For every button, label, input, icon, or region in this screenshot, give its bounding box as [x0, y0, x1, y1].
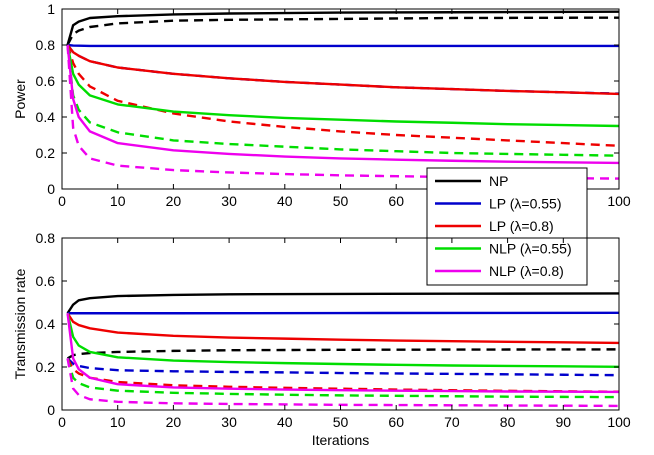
x-tick-label: 0 [58, 414, 66, 430]
x-tick-label: 30 [221, 414, 237, 430]
y-axis-title: Power [12, 79, 28, 119]
series-line-1 [66, 292, 619, 314]
y-tick-label: 0.8 [36, 37, 56, 53]
x-tick-label: 20 [166, 193, 182, 209]
y-tick-label: 0.8 [36, 230, 56, 246]
legend-label: LP (λ=0.55) [489, 196, 562, 212]
x-tick-label: 40 [277, 193, 293, 209]
x-tick-label: 50 [333, 193, 349, 209]
x-tick-label: 40 [277, 414, 293, 430]
x-tick-label: 10 [110, 193, 126, 209]
x-tick-label: 0 [58, 193, 66, 209]
series-line-5 [66, 312, 619, 345]
x-tick-label: 30 [221, 193, 237, 209]
x-tick-label: 100 [607, 414, 631, 430]
y-tick-label: 0.2 [36, 145, 56, 161]
series-line-8 [66, 44, 619, 157]
y-tick-label: 0.6 [36, 73, 56, 89]
series-line-9 [66, 44, 619, 165]
x-tick-label: 80 [500, 414, 516, 430]
x-tick-label: 70 [444, 414, 460, 430]
x-tick-label: 20 [166, 414, 182, 430]
series-line-2 [66, 348, 619, 360]
y-tick-label: 0.4 [36, 316, 56, 332]
legend-label: NP [489, 173, 508, 189]
y-tick-label: 0.6 [36, 273, 56, 289]
series-line-4 [66, 44, 619, 95]
chart-panel-1: 010203040506070809010000.20.40.60.81Powe… [12, 1, 631, 209]
y-tick-label: 0.2 [36, 359, 56, 375]
series-line-4 [66, 357, 619, 377]
chart-panel-2: 0 10 20 30 40 50 60 70 80 90 100 0 0.2 0.4 0.6 0.8 Trans… [12, 230, 631, 448]
y-axis-title: Transmission rate [12, 268, 28, 379]
legend: NP LP (λ=0.55) LP (λ=0.8) NLP (λ=0.55) NLP (… [426, 167, 588, 286]
x-tick-label: 90 [556, 414, 572, 430]
series-line-2 [66, 16, 619, 46]
x-tick-label: 100 [607, 193, 631, 209]
series-line-3 [67, 43, 619, 48]
x-tick-label: 50 [333, 414, 349, 430]
series-line-6 [66, 44, 619, 147]
x-tick-label: 60 [388, 414, 404, 430]
series-line-7 [66, 44, 619, 128]
legend-label: NLP (λ=0.55) [489, 241, 572, 257]
legend-label: NLP (λ=0.8) [489, 263, 564, 279]
series-line-9 [66, 313, 619, 394]
legend-label: LP (λ=0.8) [489, 218, 554, 234]
series-line-10 [66, 358, 619, 408]
x-tick-label: 10 [110, 414, 126, 430]
series-line-5 [66, 44, 619, 96]
series-line-1 [66, 10, 619, 46]
series-line-7 [66, 312, 619, 368]
x-tick-label: 60 [388, 193, 404, 209]
x-axis-title: Iterations [312, 432, 370, 448]
y-tick-label: 0 [47, 181, 55, 197]
y-tick-label: 1 [47, 1, 55, 17]
y-tick-label: 0.4 [36, 109, 56, 125]
y-tick-label: 0 [47, 402, 55, 418]
